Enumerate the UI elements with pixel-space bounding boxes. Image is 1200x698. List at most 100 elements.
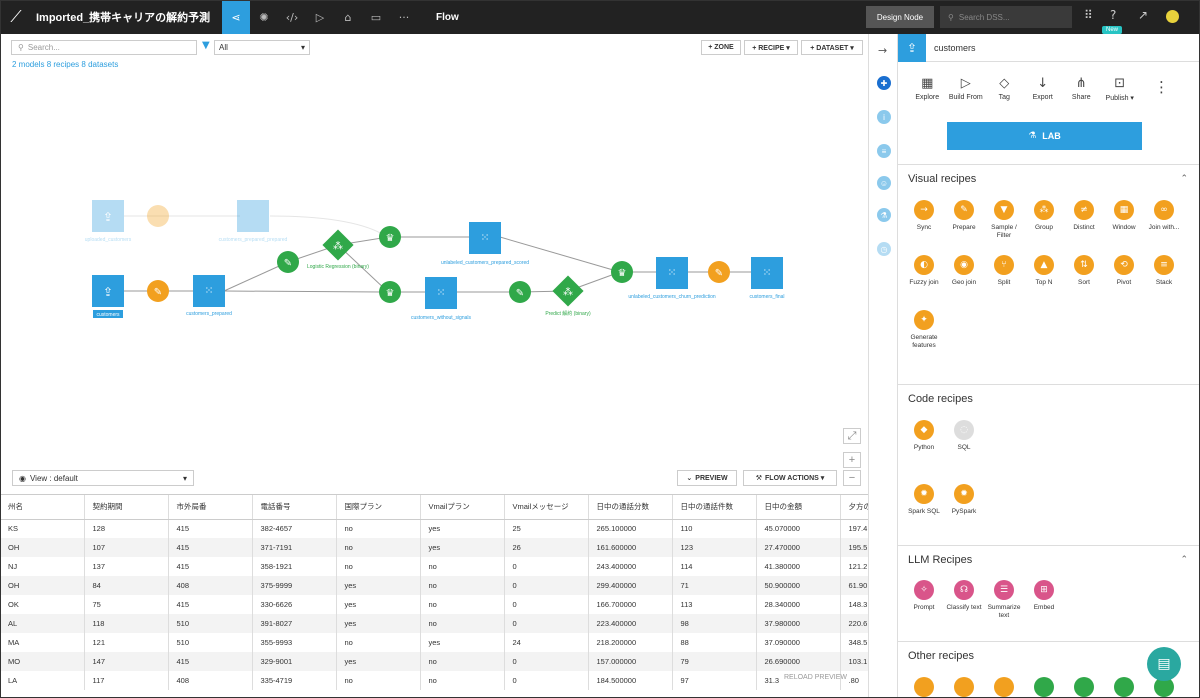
more-nav-icon[interactable]: ··· [398,10,410,24]
recipe-generate-features[interactable]: ✦ Generate features [904,310,944,351]
schema-icon[interactable]: ≡ [877,144,891,158]
timeline-icon[interactable]: ◷ [877,242,891,256]
add-dataset-button[interactable]: + DATASET ▾ [801,40,863,55]
recipe-icon[interactable] [1074,677,1094,697]
column-header[interactable]: 電話番号 [252,495,337,520]
column-header[interactable]: 州名 [0,495,85,520]
more-actions-icon[interactable]: ⋮ [1154,78,1169,96]
column-header[interactable]: 日中の通話件数 [672,495,757,520]
dataset-node-joined[interactable]: ⁙ unlabeled_customers_churn_prediction [628,257,716,300]
chat-icon[interactable]: ▤ [1147,647,1181,681]
recipe-icon[interactable] [914,677,934,697]
column-header[interactable]: 市外局番 [168,495,253,520]
dashboard-nav-icon[interactable]: ⌂ [344,10,352,24]
apps-grid-icon[interactable]: ⠿ [1084,8,1093,22]
recipe-split[interactable]: ⑂ Split [984,255,1024,287]
recipe-prompt[interactable]: ✧ Prompt [904,580,944,612]
dataset-node-customers[interactable]: ⇪ customers [92,275,124,318]
explore-action[interactable]: ▦ Explore [908,76,947,102]
lab-nav-icon[interactable]: ✺ [259,10,269,24]
recipe-icon[interactable] [954,677,974,697]
recipe-stack[interactable]: ≡ Stack [1144,255,1184,287]
recipe-window[interactable]: ▦ Window [1104,200,1144,232]
train-recipe-node[interactable]: ✎ [277,251,299,273]
dataiku-logo-icon[interactable]: ⟋ [10,7,22,26]
code-nav-icon[interactable]: ‹/› [285,10,299,24]
recipe-pivot[interactable]: ⟲ Pivot [1104,255,1144,287]
actions-icon[interactable]: ✚ [877,76,891,90]
recipe-sql[interactable]: ◌ SQL [944,420,984,452]
column-header[interactable]: 日中の通話分数 [588,495,673,520]
dataset-node-customers-prepared[interactable]: ⁙ customers_prepared [186,275,232,317]
discussion-icon[interactable]: ☺ [877,176,891,190]
user-avatar[interactable] [1166,10,1179,23]
column-header[interactable]: Vmailプラン [420,495,505,520]
build-from-action[interactable]: ▷ Build From [947,76,986,102]
flow-actions-button[interactable]: ⚒ FLOW ACTIONS ▾ [743,470,837,486]
column-header[interactable]: Vmailメッセージ [504,495,589,520]
fit-zoom-button[interactable]: ⤢ [843,428,861,444]
column-header[interactable]: 日中の金額 [756,495,841,520]
lab-button[interactable]: ⚗ LAB [947,122,1142,150]
dataset-node-ghost[interactable]: customers_prepared_prepared [219,200,288,243]
recipe-spark-sql[interactable]: ✹ Spark SQL [904,484,944,516]
reload-preview-button[interactable]: RELOAD PREVIEW [784,674,848,681]
column-header[interactable]: 国際プラン [336,495,421,520]
filter-select[interactable]: All ▾ [214,40,310,55]
recipe-icon[interactable] [1114,677,1134,697]
add-zone-button[interactable]: + ZONE [701,40,741,55]
recipe-group[interactable]: ⁂ Group [1024,200,1064,232]
publish-action[interactable]: ⊡ Publish ▾ [1101,76,1140,102]
trend-icon[interactable]: ↗ [1138,8,1149,22]
code-recipes-header[interactable]: Code recipes [898,384,1200,412]
view-select[interactable]: ◉ View : default ▾ [12,470,194,486]
score-recipe-node-1[interactable]: ♛ [379,226,401,248]
score-recipe-node-3[interactable]: ♛ [611,261,633,283]
prepare-recipe-node[interactable]: ✎ [147,280,169,302]
model-node-2[interactable]: ⁂ Predict 解約 (binary) [545,275,591,317]
flow-search-input[interactable]: ⚲ Search... [11,40,197,55]
details-icon[interactable]: i [877,110,891,124]
recipe-classify-text[interactable]: ☊ Classify text [944,580,984,612]
flow-nav-icon[interactable]: ⋖ [222,0,250,34]
models-count-link[interactable]: 2 models [12,60,45,69]
recipe-python[interactable]: ◆ Python [904,420,944,452]
train-recipe-node-2[interactable]: ✎ [509,281,531,303]
dataset-node-scored-2[interactable]: ⁙ customers_without_signals [411,277,472,321]
export-action[interactable]: ↓ Export [1024,76,1063,102]
dataset-preview-table[interactable]: 州名 契約期間 市外局番 電話番号 国際プラン Vmailプラン Vmailメッセージ 日中の… [0,494,870,692]
recipe-sample-filter[interactable]: ▼ Sample / Filter [984,200,1024,241]
recipe-join-with[interactable]: ∞ Join with... [1144,200,1184,232]
wiki-nav-icon[interactable]: ▭ [370,10,382,24]
other-recipes-header[interactable]: Other recipes [898,641,1200,669]
collapse-panel-icon[interactable]: → [878,44,888,57]
recipe-geo-join[interactable]: ◉ Geo join [944,255,984,287]
recipe-prepare[interactable]: ✎ Prepare [944,200,984,232]
flow-canvas[interactable]: ⚲ Search... ▼ All ▾ 2 models 8 recipes 8… [0,34,868,494]
dataset-node-uploaded-customers[interactable]: ⇪ uploaded_customers [85,200,132,243]
recipe-icon[interactable] [1034,677,1054,697]
recipe-top-n[interactable]: ▲ Top N [1024,255,1064,287]
add-recipe-button[interactable]: + RECIPE ▾ [744,40,798,55]
recipe-sync[interactable]: → Sync [904,200,944,232]
lab-side-icon[interactable]: ⚗ [877,208,891,222]
share-action[interactable]: ⋔ Share [1062,76,1101,102]
prepare-recipe-node-2[interactable]: ✎ [708,261,730,283]
zoom-in-button[interactable]: + [843,452,861,468]
zoom-out-button[interactable]: − [843,470,861,486]
filter-icon[interactable]: ▼ [202,40,210,51]
recipe-fuzzy-join[interactable]: ◐ Fuzzy join [904,255,944,287]
design-node-badge[interactable]: Design Node [866,6,934,28]
model-node-1[interactable]: ⁂ Logistic Regression (binary) [307,229,369,270]
recipes-count-link[interactable]: 8 recipes [46,60,80,69]
dataset-node-scored-1[interactable]: ⁙ unlabeled_customers_prepared_scored [441,222,529,266]
recipe-icon[interactable] [994,677,1014,697]
project-title[interactable]: Imported_携帯キャリアの解約予測 [36,12,211,24]
recipe-icon[interactable] [1154,677,1174,697]
recipe-sort[interactable]: ⇅ Sort [1064,255,1104,287]
recipe-distinct[interactable]: ≠ Distinct [1064,200,1104,232]
recipe-embed[interactable]: ⊞ Embed [1024,580,1064,612]
column-header[interactable]: 夕方の [840,495,870,520]
visual-recipes-header[interactable]: Visual recipes ⌃ [898,164,1200,192]
global-search-input[interactable]: ⚲ Search DSS... [940,6,1072,28]
